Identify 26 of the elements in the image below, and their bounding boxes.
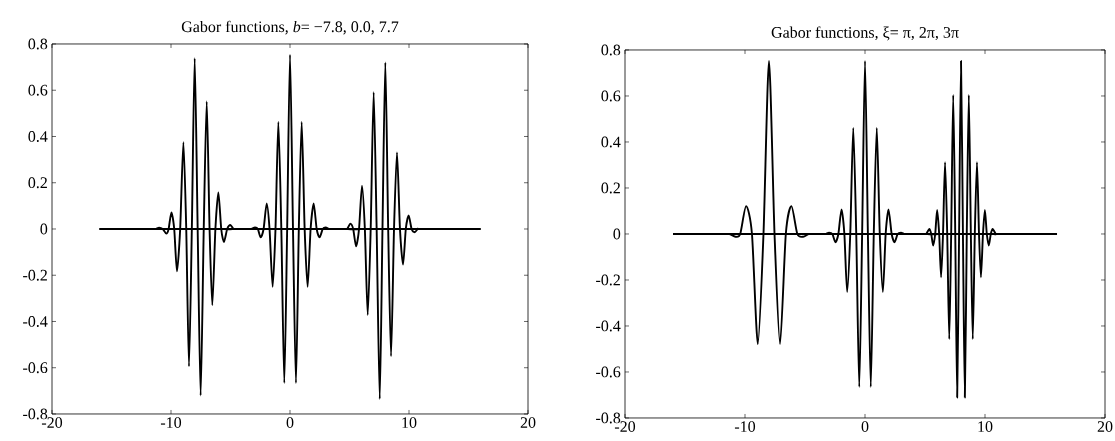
x-tick-label: 0 — [286, 417, 294, 428]
x-tick-label: 20 — [1097, 421, 1113, 432]
y-tick-label: 0.2 — [28, 177, 47, 189]
y-tick-label: 0.8 — [601, 44, 621, 56]
x-tick-label: -10 — [160, 417, 182, 428]
y-tick-label: -0.6 — [596, 366, 621, 378]
y-tick-label: 0.8 — [28, 38, 48, 50]
x-tick-label: 10 — [978, 421, 993, 432]
x-tick-label: 10 — [402, 417, 417, 428]
y-tick-label: 0.2 — [601, 182, 620, 194]
y-tick-label: 0.6 — [601, 90, 621, 102]
x-tick-label: -10 — [734, 421, 756, 432]
y-tick-label: -0.4 — [596, 320, 621, 332]
x-tick-label: 0 — [861, 421, 869, 432]
y-tick-label: -0.4 — [23, 316, 48, 327]
chart-title: Gabor functions, ξ= π, 2π, 3π — [771, 26, 959, 41]
y-tick-label: -0.6 — [23, 362, 48, 374]
y-tick-label: -0.2 — [23, 269, 47, 281]
y-tick-label: 0 — [613, 228, 621, 240]
y-tick-label: 0 — [40, 223, 48, 235]
y-tick-label: 0.4 — [601, 136, 621, 148]
y-tick-label: 0.6 — [28, 84, 48, 96]
y-tick-label: 0.4 — [28, 131, 48, 142]
chart-title: Gabor functions, b= −7.8, 0.0, 7.7 — [181, 20, 399, 35]
y-tick-label: -0.2 — [596, 274, 620, 286]
x-tick-label: 20 — [520, 417, 536, 428]
